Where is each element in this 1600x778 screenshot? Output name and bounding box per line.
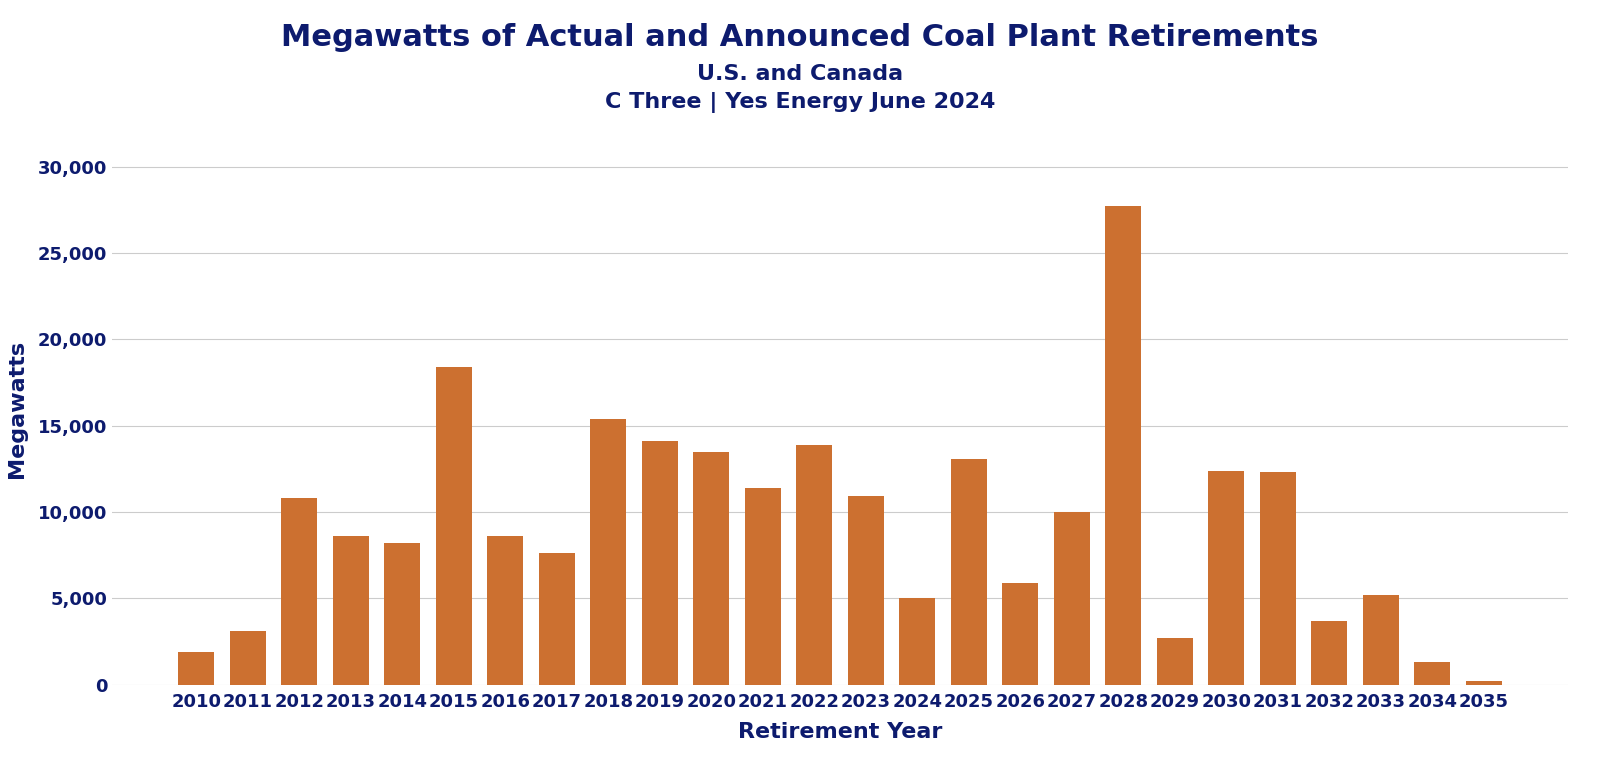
Bar [1466,682,1502,685]
Bar [282,498,317,685]
Bar [178,652,214,685]
Text: C Three | Yes Energy June 2024: C Three | Yes Energy June 2024 [605,93,995,113]
Bar [950,458,987,685]
Bar [1312,621,1347,685]
Bar [1002,583,1038,685]
Bar [1208,471,1245,685]
Bar [1157,638,1192,685]
Bar [693,451,730,685]
Bar [590,419,626,685]
X-axis label: Retirement Year: Retirement Year [738,722,942,742]
Text: U.S. and Canada: U.S. and Canada [698,64,902,84]
Bar [230,631,266,685]
Bar [333,536,368,685]
Bar [899,598,936,685]
Y-axis label: Megawatts: Megawatts [6,339,27,478]
Text: Megawatts of Actual and Announced Coal Plant Retirements: Megawatts of Actual and Announced Coal P… [282,23,1318,52]
Bar [1106,206,1141,685]
Bar [642,441,678,685]
Bar [1054,512,1090,685]
Bar [435,367,472,685]
Bar [1259,472,1296,685]
Bar [488,536,523,685]
Bar [797,445,832,685]
Bar [1414,662,1450,685]
Bar [1363,595,1398,685]
Bar [384,543,421,685]
Bar [744,488,781,685]
Bar [539,553,574,685]
Bar [848,496,883,685]
